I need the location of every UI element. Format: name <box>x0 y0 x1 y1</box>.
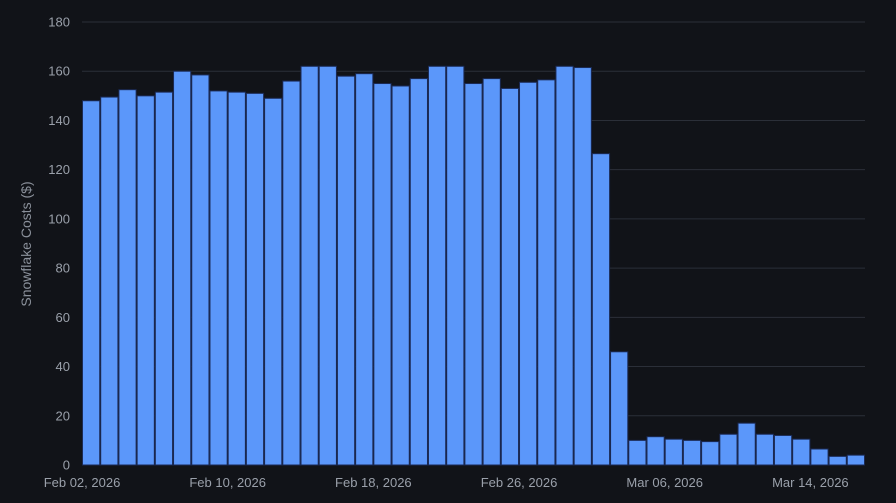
x-tick-label: Feb 10, 2026 <box>189 475 266 490</box>
bar-2026-02-23[interactable] <box>464 83 483 466</box>
bar-2026-02-28[interactable] <box>555 65 574 466</box>
bar-2026-03-14[interactable] <box>810 448 829 466</box>
bar-2026-02-04[interactable] <box>118 89 137 466</box>
bar-2026-03-06[interactable] <box>664 438 683 466</box>
bar-2026-02-05[interactable] <box>136 95 155 466</box>
bar-2026-03-04[interactable] <box>628 439 647 466</box>
bar-2026-02-20[interactable] <box>409 78 428 466</box>
bar-2026-03-09[interactable] <box>719 433 738 466</box>
bar-2026-02-26[interactable] <box>519 81 538 466</box>
y-tick-label: 60 <box>56 310 70 325</box>
bar-2026-03-03[interactable] <box>610 351 629 466</box>
bar-2026-02-11[interactable] <box>245 92 265 466</box>
bar-2026-02-07[interactable] <box>173 70 192 466</box>
y-tick-label: 120 <box>48 162 70 177</box>
bar-2026-02-19[interactable] <box>391 85 410 466</box>
bar-2026-02-03[interactable] <box>100 96 119 466</box>
bar-2026-03-10[interactable] <box>737 422 756 466</box>
x-tick-label: Feb 26, 2026 <box>481 475 558 490</box>
bar-2026-03-13[interactable] <box>792 438 811 466</box>
bar-2026-03-16[interactable] <box>846 454 866 466</box>
bar-2026-02-02[interactable] <box>82 100 101 466</box>
y-tick-label: 140 <box>48 113 70 128</box>
bar-2026-02-18[interactable] <box>373 83 392 466</box>
bar-2026-02-16[interactable] <box>336 75 356 466</box>
y-tick-label: 160 <box>48 64 70 79</box>
x-tick-labels: Feb 02, 2026 Feb 10, 2026 Feb 18, 2026 Feb … <box>44 475 849 490</box>
bar-2026-02-22[interactable] <box>446 65 465 466</box>
y-tick-label: 40 <box>56 359 70 374</box>
y-axis-title: Snowflake Costs ($) <box>18 181 34 306</box>
x-tick-label: Feb 18, 2026 <box>335 475 412 490</box>
bar-2026-03-01[interactable] <box>573 67 592 466</box>
bar-2026-02-06[interactable] <box>154 91 174 466</box>
y-tick-label: 80 <box>56 261 70 276</box>
bar-2026-02-25[interactable] <box>500 87 520 466</box>
bar-2026-03-05[interactable] <box>646 436 665 466</box>
x-tick-label: Mar 06, 2026 <box>626 475 703 490</box>
bar-2026-02-27[interactable] <box>537 79 556 466</box>
bar-2026-02-15[interactable] <box>318 65 337 466</box>
bar-2026-03-07[interactable] <box>682 439 702 466</box>
bar-2026-02-14[interactable] <box>300 65 319 466</box>
y-tick-label: 20 <box>56 408 70 423</box>
bar-2026-02-08[interactable] <box>191 74 210 466</box>
bar-layer <box>82 65 866 466</box>
bar-2026-03-15[interactable] <box>828 455 847 466</box>
bar-2026-02-13[interactable] <box>282 80 301 466</box>
bar-2026-02-09[interactable] <box>209 90 228 466</box>
bar-2026-03-11[interactable] <box>755 433 774 466</box>
y-tick-label: 100 <box>48 211 70 226</box>
y-tick-label: 0 <box>63 458 70 473</box>
bar-2026-03-08[interactable] <box>701 441 720 466</box>
y-tick-labels: 0 20 40 60 80 100 120 140 160 180 <box>48 15 70 473</box>
bar-2026-03-02[interactable] <box>591 153 611 466</box>
bar-2026-03-12[interactable] <box>773 434 793 466</box>
bar-2026-02-17[interactable] <box>355 73 374 466</box>
bar-2026-02-12[interactable] <box>264 97 283 466</box>
y-tick-label: 180 <box>48 15 70 30</box>
bar-2026-02-24[interactable] <box>482 78 501 466</box>
bar-2026-02-10[interactable] <box>227 91 246 466</box>
x-tick-label: Feb 02, 2026 <box>44 475 121 490</box>
bar-2026-02-21[interactable] <box>427 65 447 466</box>
x-tick-label: Mar 14, 2026 <box>772 475 849 490</box>
